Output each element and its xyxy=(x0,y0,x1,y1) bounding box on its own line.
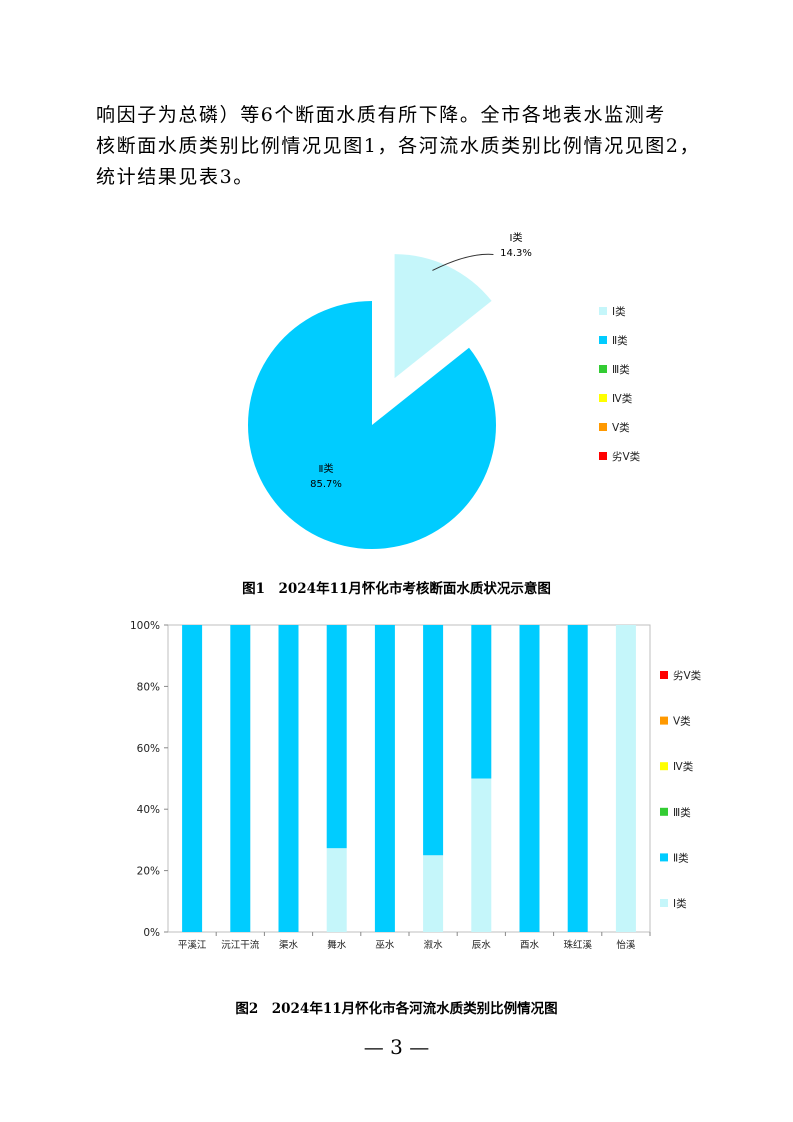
legend-swatch xyxy=(660,853,668,862)
legend-swatch xyxy=(599,423,607,431)
y-tick-label: 0% xyxy=(143,927,160,939)
pie-slice xyxy=(394,254,492,379)
legend-label: Ⅲ类 xyxy=(673,806,691,819)
legend-label: Ⅴ类 xyxy=(673,715,691,728)
legend-label: Ⅱ类 xyxy=(673,851,689,864)
legend-swatch xyxy=(599,452,607,460)
pie-chart xyxy=(247,253,497,549)
bar-segment xyxy=(471,778,492,932)
legend-swatch xyxy=(599,394,607,402)
bar-segment xyxy=(278,625,299,932)
pie-labels: Ⅰ类 14.3% Ⅱ类 85.7% xyxy=(310,231,532,490)
y-tick-label: 20% xyxy=(137,866,160,878)
body-paragraph: 响因子为总磷）等6个断面水质有所下降。全市各地表水监测考 核断面水质类别比例情况… xyxy=(96,100,706,193)
x-tick-label: 珠红溪 xyxy=(563,939,592,951)
x-tick-label: 平溪江 xyxy=(178,939,207,951)
legend-label: Ⅰ类 xyxy=(612,305,626,318)
pie-label-class1-name: Ⅰ类 xyxy=(510,231,523,244)
bar-segment xyxy=(567,625,588,932)
pie-leader-line xyxy=(432,253,494,271)
legend-swatch xyxy=(599,336,607,344)
x-tick-label: 辰水 xyxy=(472,939,492,951)
paragraph-line: 响因子为总磷）等6个断面水质有所下降。全市各地表水监测考 xyxy=(96,104,666,126)
x-tick-label: 舞水 xyxy=(327,939,347,951)
bar-segment xyxy=(326,625,347,849)
x-tick-label: 巫水 xyxy=(375,939,395,951)
x-tick-label: 溆水 xyxy=(424,939,444,951)
pie-label-class2-pct: 85.7% xyxy=(310,479,342,490)
legend-swatch xyxy=(660,716,668,725)
figure1-caption: 图1 2024年11月怀化市考核断面水质状况示意图 xyxy=(242,581,551,597)
y-tick-label: 40% xyxy=(137,804,160,816)
x-tick-label: 渠水 xyxy=(279,939,299,951)
page-number: — 3 — xyxy=(363,1035,430,1059)
bar-chart: 0% 20% 40% 60% 80% 100% 平溪江 沅江干流 渠水 舞水 巫水 溆水 辰水 酉水 珠红溪… xyxy=(130,620,651,951)
y-tick-label: 80% xyxy=(137,681,160,693)
bar-segment xyxy=(230,625,251,932)
legend-swatch xyxy=(599,307,607,315)
legend-label: Ⅳ类 xyxy=(612,392,633,405)
paragraph-line: 统计结果见表3。 xyxy=(96,166,254,188)
pie-label-class1-pct: 14.3% xyxy=(500,248,532,259)
pie-label-class2-name: Ⅱ类 xyxy=(319,462,334,475)
x-tick-label: 怡溪 xyxy=(616,939,636,951)
bar-segment xyxy=(615,625,636,932)
pie-slice xyxy=(247,301,497,549)
bar-segment xyxy=(423,625,444,856)
x-tick-label: 酉水 xyxy=(520,939,540,951)
bar-segment xyxy=(519,625,540,932)
legend-swatch xyxy=(599,365,607,373)
bar-legend: 劣Ⅴ类 Ⅴ类 Ⅳ类 Ⅲ类 Ⅱ类 Ⅰ类 xyxy=(660,669,702,910)
legend-swatch xyxy=(660,899,668,907)
x-tick-label: 沅江干流 xyxy=(221,939,260,951)
bar-segment xyxy=(326,848,347,932)
legend-label: Ⅳ类 xyxy=(673,760,694,773)
bar-segment xyxy=(471,625,492,779)
legend-label: Ⅰ类 xyxy=(673,897,687,910)
legend-label: Ⅱ类 xyxy=(612,334,628,347)
bar-segment xyxy=(182,625,203,932)
legend-swatch xyxy=(660,807,668,816)
legend-label: Ⅴ类 xyxy=(612,421,630,434)
legend-label: Ⅲ类 xyxy=(612,363,630,376)
y-tick-label: 100% xyxy=(130,620,160,632)
y-tick-label: 60% xyxy=(137,743,160,755)
legend-swatch xyxy=(660,762,668,771)
legend-label: 劣Ⅴ类 xyxy=(673,669,702,682)
paragraph-line: 核断面水质类别比例情况见图1，各河流水质类别比例情况见图2， xyxy=(96,135,701,157)
legend-swatch xyxy=(660,671,668,679)
bar-segment xyxy=(374,625,395,932)
bar-segment xyxy=(423,855,444,932)
legend-label: 劣Ⅴ类 xyxy=(612,450,641,463)
figure2-caption: 图2 2024年11月怀化市各河流水质类别比例情况图 xyxy=(235,1001,558,1017)
